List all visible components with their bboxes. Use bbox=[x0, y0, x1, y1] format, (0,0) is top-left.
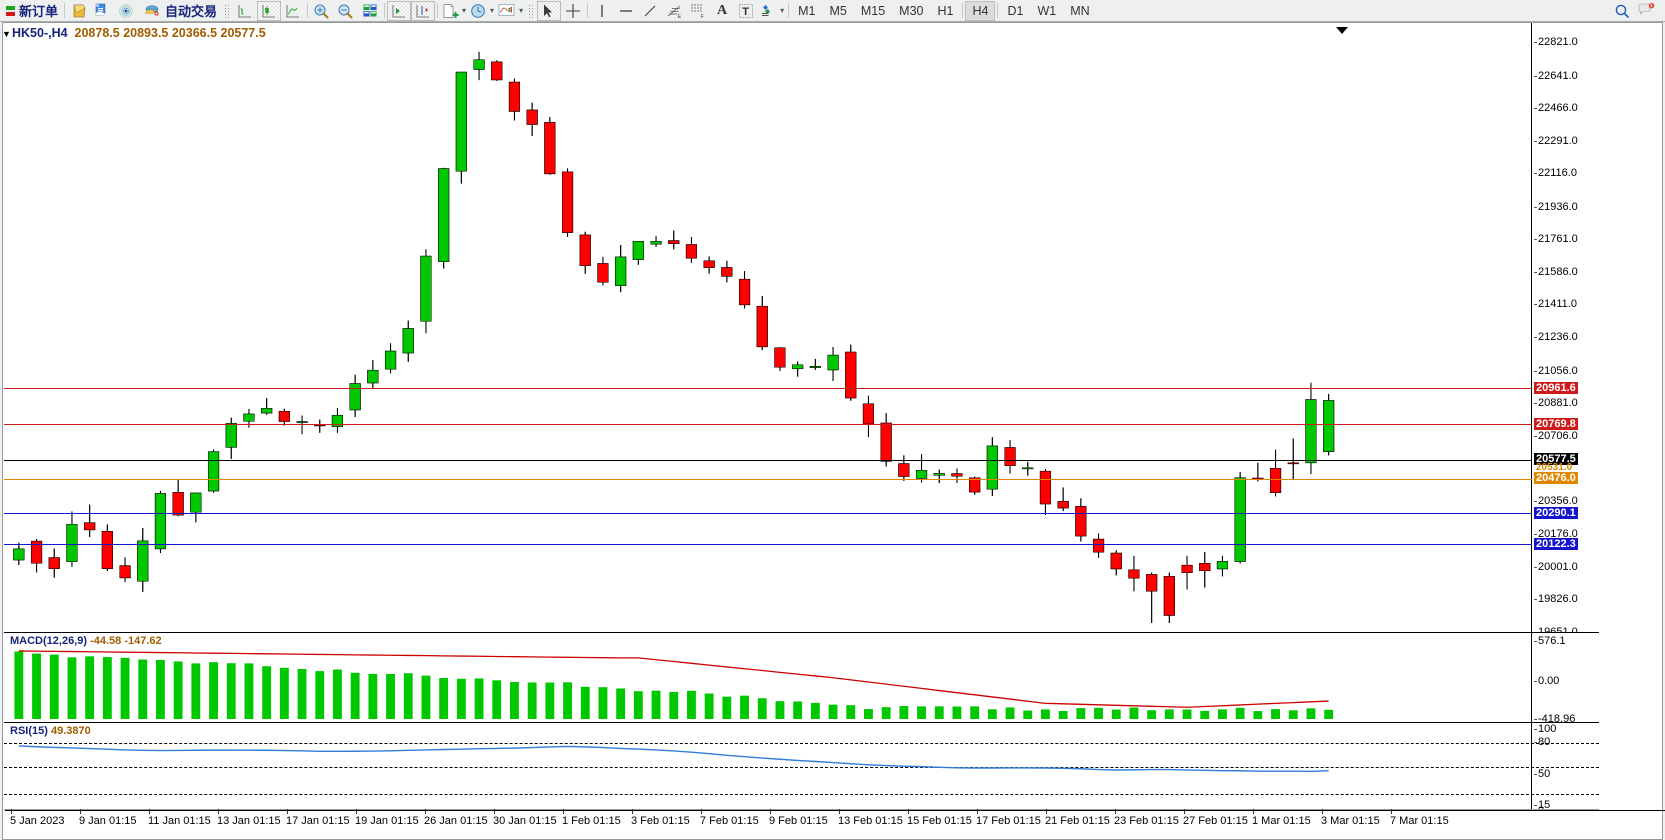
svg-text:E: E bbox=[678, 14, 682, 19]
svg-text:T: T bbox=[742, 6, 749, 18]
svg-text:F: F bbox=[701, 14, 705, 19]
